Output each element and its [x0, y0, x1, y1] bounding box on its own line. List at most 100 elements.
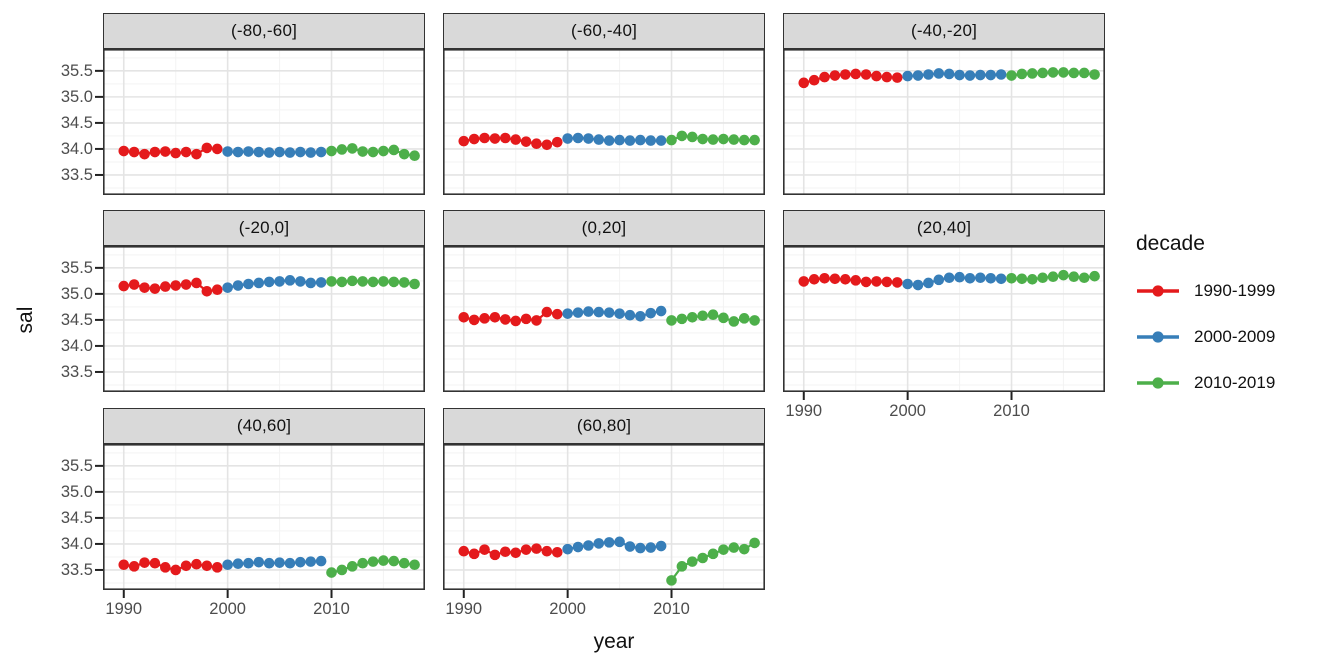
- data-point: [500, 132, 511, 144]
- panel-background: [103, 49, 425, 195]
- data-point: [139, 282, 150, 293]
- panel-border: [443, 444, 765, 590]
- facet-strip: (20,40]: [783, 210, 1105, 246]
- data-point: [1026, 68, 1038, 79]
- data-point: [336, 564, 348, 576]
- data-point: [118, 559, 130, 571]
- data-point: [624, 309, 636, 321]
- data-point: [902, 278, 913, 290]
- data-point: [305, 556, 317, 567]
- panel-border: [443, 246, 765, 392]
- data-point: [995, 69, 1007, 80]
- data-point: [274, 276, 285, 287]
- y-tick-label: 33.5: [60, 362, 93, 381]
- facet-panel: [783, 246, 1105, 400]
- data-point: [871, 70, 882, 82]
- data-point: [479, 132, 490, 144]
- data-point: [635, 134, 646, 146]
- x-tick-label: 2000: [889, 402, 926, 420]
- data-point: [191, 277, 202, 289]
- facet-strip: (60,80]: [443, 408, 765, 444]
- data-point: [686, 556, 698, 567]
- y-tick-label: 35.0: [60, 482, 93, 501]
- data-point: [458, 135, 470, 147]
- data-point: [541, 139, 553, 151]
- data-point: [357, 276, 368, 287]
- data-point: [346, 143, 358, 154]
- facet-strip-label: (40,60]: [236, 416, 292, 435]
- data-point: [551, 136, 563, 148]
- data-point: [170, 280, 182, 291]
- data-point: [222, 146, 233, 157]
- data-point: [191, 148, 202, 160]
- data-point: [479, 313, 490, 324]
- data-point: [749, 315, 760, 326]
- data-point: [253, 277, 265, 289]
- data-point: [263, 557, 275, 569]
- data-point: [139, 557, 150, 568]
- data-point: [798, 276, 810, 287]
- facet-panel: [95, 444, 425, 598]
- data-point: [1016, 68, 1028, 80]
- data-point: [728, 134, 740, 145]
- facet-panel: [95, 246, 425, 392]
- data-point: [1058, 67, 1069, 78]
- x-tick-label: 1990: [445, 600, 483, 618]
- data-point: [697, 552, 708, 564]
- data-point: [707, 309, 719, 321]
- data-point: [211, 143, 223, 155]
- data-point: [624, 135, 636, 146]
- panel-border: [103, 49, 425, 195]
- data-point: [326, 567, 337, 578]
- y-tick-label: 34.5: [60, 310, 93, 329]
- panel-border: [783, 49, 1105, 195]
- data-point: [655, 135, 667, 146]
- data-point: [572, 541, 584, 553]
- y-tick-label: 34.0: [60, 336, 93, 355]
- data-point: [520, 544, 532, 555]
- data-point: [614, 536, 625, 548]
- data-point: [583, 133, 594, 144]
- data-point: [738, 313, 750, 324]
- y-tick-label: 35.5: [60, 456, 93, 475]
- panel-border: [443, 49, 765, 195]
- x-tick-label: 2010: [993, 402, 1030, 420]
- panel-border: [103, 444, 425, 590]
- data-point: [829, 70, 841, 81]
- data-point: [954, 69, 965, 81]
- data-point: [655, 305, 667, 317]
- legend-key-label: 1990-1999: [1194, 281, 1276, 300]
- facet-panel: [783, 49, 1105, 195]
- data-point: [718, 312, 729, 324]
- data-point: [964, 70, 976, 81]
- data-point: [468, 314, 480, 326]
- data-point: [840, 69, 851, 80]
- data-point: [253, 146, 265, 158]
- panel-background: [103, 246, 425, 392]
- data-point: [943, 272, 955, 284]
- data-point: [572, 132, 584, 144]
- data-point: [808, 74, 820, 86]
- data-point: [367, 146, 379, 158]
- x-tick-label: 2010: [313, 600, 350, 618]
- data-point: [1037, 272, 1048, 284]
- data-point: [923, 277, 934, 289]
- facet-strip: (40,60]: [103, 408, 425, 444]
- data-point: [1026, 274, 1038, 285]
- data-point: [253, 556, 265, 568]
- data-point: [562, 133, 573, 144]
- data-point: [489, 549, 501, 561]
- data-point: [398, 277, 410, 288]
- data-point: [1089, 270, 1100, 282]
- y-tick-label: 35.5: [60, 258, 93, 277]
- data-point: [697, 133, 708, 145]
- data-point: [520, 136, 532, 147]
- data-point: [964, 272, 976, 284]
- data-point: [975, 272, 986, 284]
- x-tick-label: 2000: [209, 600, 246, 618]
- data-point: [1058, 269, 1069, 281]
- data-point: [232, 558, 244, 570]
- facet-strip: (-60,-40]: [443, 13, 765, 49]
- data-point: [222, 559, 233, 571]
- data-point: [666, 134, 677, 146]
